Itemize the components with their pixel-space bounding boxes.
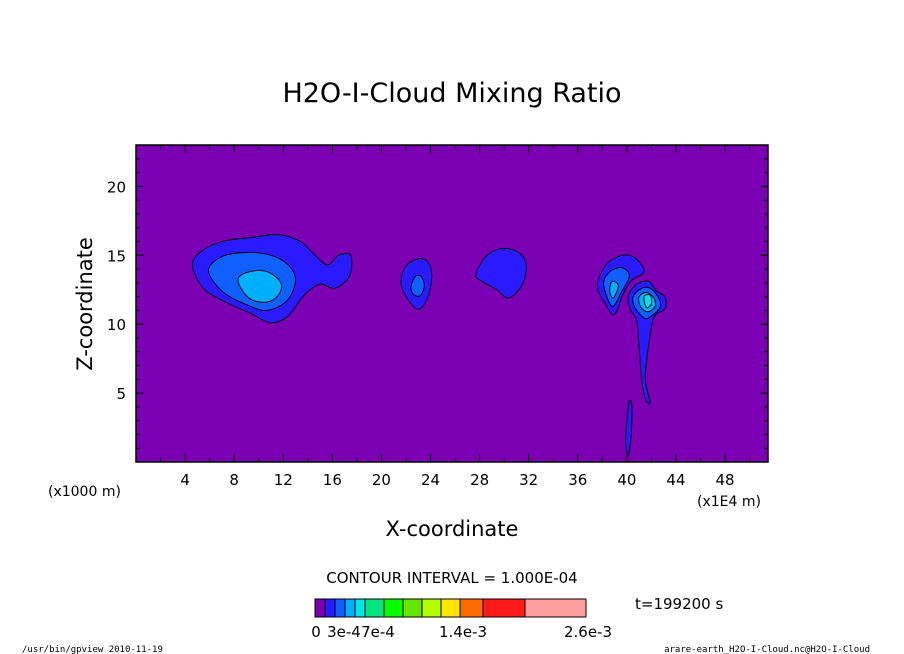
colorbar-labels: 0 3e-4 7e-4 1.4e-3 2.6e-3 [311, 623, 612, 641]
chart-title: H2O-I-Cloud Mixing Ratio [282, 78, 621, 109]
contour-interval-label: CONTOUR INTERVAL = 1.000E-04 [326, 569, 577, 587]
contour-layer [191, 234, 667, 457]
colorbar-cell [459, 598, 484, 618]
cloud-left-large-level-3 [237, 270, 282, 303]
colorbar [314, 598, 587, 618]
colorbar-cell [383, 598, 404, 618]
time-label: t=199200 s [635, 595, 723, 613]
colorbar-cell [344, 598, 356, 618]
cloud-mid-2-level-1 [475, 247, 527, 299]
x-tick-label: 40 [617, 471, 636, 489]
y-tick-label: 15 [107, 247, 126, 265]
footer-right-text: arare-earth_H2O-I-Cloud.nc@H2O-I-Cloud [664, 645, 870, 654]
x-axis-label: X-coordinate [386, 517, 519, 541]
x-tick-label: 24 [421, 471, 440, 489]
x-tick-label: 44 [666, 471, 685, 489]
y-axis-label: Z-coordinate [73, 237, 97, 371]
y-tick-label: 20 [107, 178, 126, 196]
x-tick-label: 36 [568, 471, 587, 489]
x-tick-label: 20 [372, 471, 391, 489]
x-tick-label: 8 [229, 471, 239, 489]
colorbar-tick-label: 7e-4 [361, 623, 395, 641]
colorbar-cell [421, 598, 442, 618]
x-tick-label: 16 [323, 471, 342, 489]
x-tick-label: 12 [274, 471, 293, 489]
x-unit-right-label: (x1E4 m) [697, 494, 761, 510]
colorbar-cell [314, 598, 326, 618]
x-tick-label: 32 [519, 471, 538, 489]
cloud-mid-1-level-2 [410, 274, 425, 297]
x-tick-label: 48 [716, 471, 735, 489]
colorbar-tick-label: 0 [311, 623, 321, 641]
colorbar-cell [324, 598, 336, 618]
colorbar-cell [402, 598, 423, 618]
colorbar-cell [354, 598, 366, 618]
x-unit-left-label: (x1000 m) [48, 484, 121, 500]
colorbar-cell [524, 598, 587, 618]
colorbar-tick-label: 3e-4 [327, 623, 361, 641]
colorbar-cell [334, 598, 346, 618]
colorbar-tick-label: 1.4e-3 [439, 623, 487, 641]
plot-frame [135, 144, 769, 463]
x-tick-label: 28 [470, 471, 489, 489]
x-tick-label: 4 [180, 471, 190, 489]
colorbar-tick-label: 2.6e-3 [564, 623, 612, 641]
cloud-streak-lower-level-1 [625, 399, 633, 457]
footer-left-text: /usr/bin/gpview 2010-11-19 [22, 645, 163, 654]
cloud-right-a-level-3 [609, 280, 619, 299]
colorbar-cell [482, 598, 526, 618]
cloud-right-b-level-4 [643, 294, 653, 309]
y-tick-label: 10 [107, 316, 126, 334]
colorbar-cell [364, 598, 385, 618]
y-tick-label: 5 [116, 385, 126, 403]
colorbar-cell [440, 598, 461, 618]
